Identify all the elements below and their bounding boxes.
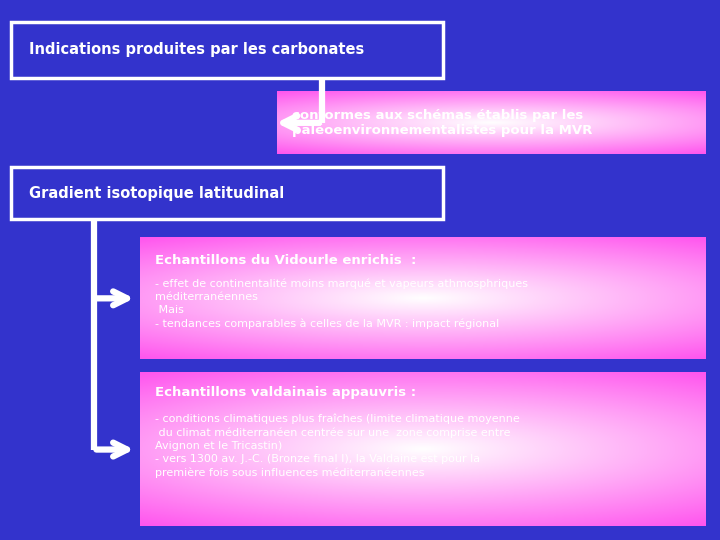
Text: Echantillons du Vidourle enrichis  :: Echantillons du Vidourle enrichis : [155,254,416,267]
Text: Indications produites par les carbonates: Indications produites par les carbonates [29,43,364,57]
Text: - conditions climatiques plus fraîches (limite climatique moyenne
 du climat méd: - conditions climatiques plus fraîches (… [155,413,520,478]
FancyBboxPatch shape [11,22,443,78]
Text: - effet de continentalité moins marqué et vapeurs athmosphriques
méditerranéenne: - effet de continentalité moins marqué e… [155,278,528,329]
FancyBboxPatch shape [11,167,443,219]
Text: conformes aux schémas établis par les
paléoenvironnementalistes pour la MVR: conformes aux schémas établis par les pa… [292,109,592,137]
Text: Gradient isotopique latitudinal: Gradient isotopique latitudinal [29,186,284,200]
Text: Echantillons valdainais appauvris :: Echantillons valdainais appauvris : [155,386,416,399]
